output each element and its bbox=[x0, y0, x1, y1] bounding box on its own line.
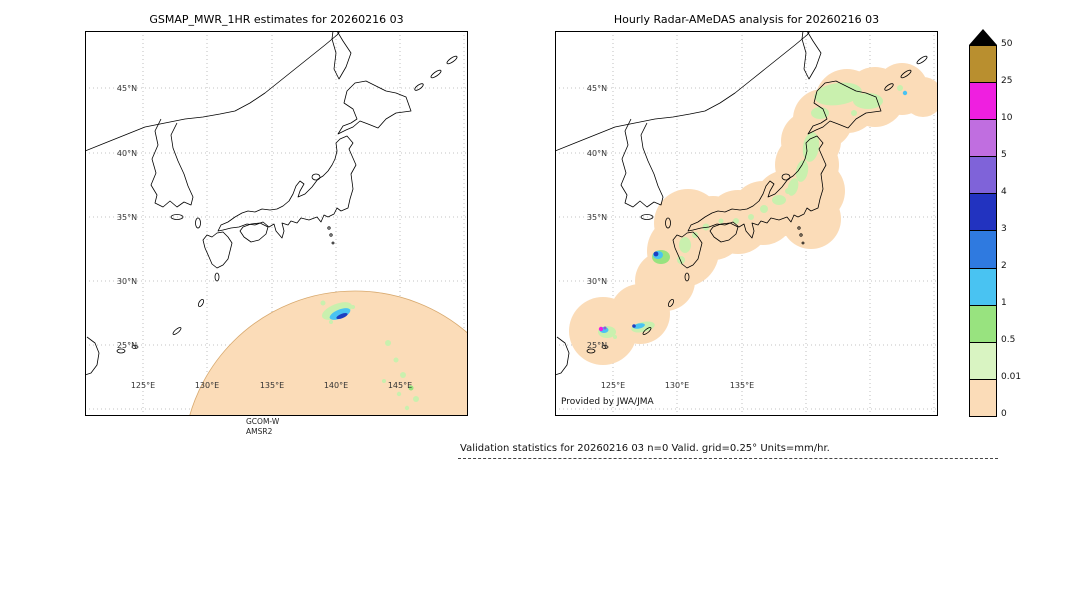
colorbar-tick-label: 0.01 bbox=[1001, 372, 1022, 382]
precip-cell bbox=[189, 290, 468, 416]
colorbar-tick-label: 25 bbox=[1001, 76, 1013, 86]
precip-cell bbox=[677, 256, 685, 264]
radar-panel-border bbox=[555, 31, 938, 416]
colorbar-tick-label: 10 bbox=[1001, 113, 1013, 123]
footer-dashed-line bbox=[458, 458, 998, 459]
colorbar-cell bbox=[970, 193, 996, 231]
gsmap-panel-title: GSMAP_MWR_1HR estimates for 20260216 03 bbox=[149, 13, 404, 26]
gsmap-caption-line1: GCOM-W bbox=[246, 417, 280, 426]
radar-source-note: Provided by JWA/JMA bbox=[561, 397, 654, 407]
colorbar-cell bbox=[970, 304, 996, 342]
colorbar bbox=[969, 45, 997, 417]
precip-cell bbox=[692, 232, 698, 238]
colorbar-tick-label: 50 bbox=[1001, 39, 1013, 49]
lon-tick-label: 145°E bbox=[388, 381, 412, 390]
precip-cell bbox=[351, 305, 355, 309]
radar-panel-title: Hourly Radar-AMeDAS analysis for 2026021… bbox=[613, 13, 880, 26]
gsmap-caption: GCOM-W AMSR2 bbox=[246, 417, 279, 437]
precip-cell bbox=[897, 85, 903, 91]
precip-cell bbox=[903, 77, 938, 117]
precip-cell bbox=[598, 326, 604, 332]
colorbar-tick-label: 2 bbox=[1001, 261, 1007, 271]
colorbar-tick-label: 0.5 bbox=[1001, 335, 1016, 345]
precip-cell bbox=[413, 396, 419, 402]
precip-cell bbox=[613, 335, 617, 339]
lon-tick-label: 125°E bbox=[131, 381, 155, 390]
precip-cell bbox=[400, 372, 406, 378]
colorbar-cell bbox=[970, 378, 996, 416]
precip-cell bbox=[408, 385, 414, 391]
lon-tick-label: 135°E bbox=[730, 381, 754, 390]
precip-cell bbox=[853, 93, 883, 109]
lat-tick-label: 25°N bbox=[117, 341, 137, 350]
lat-tick-label: 45°N bbox=[587, 84, 607, 93]
precip-cell bbox=[633, 323, 645, 329]
precip-cell bbox=[320, 300, 326, 306]
gsmap-lat-tick-labels: 45°N 40°N 35°N 30°N 25°N bbox=[117, 84, 137, 350]
gsmap-map: 45°N 40°N 35°N 30°N 25°N 125°E 130°E 135… bbox=[85, 31, 468, 416]
gsmap-gridlines bbox=[85, 31, 468, 416]
gsmap-caption-line2: AMSR2 bbox=[246, 427, 273, 436]
gsmap-lon-tick-labels: 125°E 130°E 135°E 140°E 145°E bbox=[131, 381, 412, 390]
lat-tick-label: 30°N bbox=[117, 277, 137, 286]
lat-tick-label: 35°N bbox=[587, 213, 607, 222]
colorbar-tick-label: 0 bbox=[1001, 409, 1007, 419]
colorbar-cell bbox=[970, 341, 996, 379]
lon-tick-label: 130°E bbox=[665, 381, 689, 390]
precip-cell bbox=[760, 205, 768, 213]
precip-cell bbox=[653, 251, 659, 257]
radar-map: 45°N 40°N 35°N 30°N 25°N 125°E 130°E 135… bbox=[555, 31, 938, 416]
colorbar-overflow-triangle bbox=[969, 29, 997, 45]
lat-tick-label: 30°N bbox=[587, 277, 607, 286]
precip-cell bbox=[851, 110, 857, 116]
colorbar-cell bbox=[970, 267, 996, 305]
lat-tick-label: 45°N bbox=[117, 84, 137, 93]
radar-lon-tick-labels: 125°E 130°E 135°E bbox=[601, 381, 754, 390]
precip-cell bbox=[396, 391, 402, 397]
precip-cell bbox=[632, 324, 636, 328]
colorbar-cell bbox=[970, 46, 996, 83]
gsmap-panel-border bbox=[85, 31, 468, 416]
precip-cell bbox=[811, 107, 829, 119]
colorbar-tick-label: 5 bbox=[1001, 150, 1007, 160]
colorbar-cell bbox=[970, 82, 996, 120]
gsmap-precip-layer bbox=[189, 290, 468, 416]
colorbar-cell bbox=[970, 119, 996, 157]
precip-cell bbox=[795, 160, 809, 182]
colorbar-cell bbox=[970, 156, 996, 194]
radar-precip-layer bbox=[569, 63, 938, 365]
precip-cell bbox=[748, 214, 754, 220]
lon-tick-label: 125°E bbox=[601, 381, 625, 390]
lat-tick-label: 40°N bbox=[117, 149, 137, 158]
validation-stats-text: Validation statistics for 20260216 03 n=… bbox=[460, 443, 830, 454]
precip-cell bbox=[785, 188, 791, 194]
colorbar-tick-label: 3 bbox=[1001, 224, 1007, 234]
precip-cell bbox=[679, 237, 691, 253]
precip-cell bbox=[733, 218, 739, 224]
lat-tick-label: 35°N bbox=[117, 213, 137, 222]
precip-cell bbox=[329, 320, 333, 324]
precip-cell bbox=[382, 379, 386, 383]
precip-cell bbox=[718, 218, 724, 224]
precip-cell bbox=[802, 132, 820, 162]
precip-cell bbox=[772, 195, 786, 205]
precip-cell bbox=[393, 357, 399, 363]
lon-tick-label: 130°E bbox=[195, 381, 219, 390]
lat-tick-label: 40°N bbox=[587, 149, 607, 158]
precip-cell bbox=[336, 312, 348, 320]
colorbar-cell bbox=[970, 230, 996, 268]
precip-cell bbox=[902, 90, 908, 96]
lon-tick-label: 135°E bbox=[260, 381, 284, 390]
lat-tick-label: 25°N bbox=[587, 341, 607, 350]
colorbar-tick-label: 1 bbox=[1001, 298, 1007, 308]
precip-cell bbox=[404, 405, 410, 411]
precip-cell bbox=[385, 340, 391, 346]
precip-cell bbox=[329, 308, 351, 320]
colorbar-tick-label: 4 bbox=[1001, 187, 1007, 197]
precip-cell bbox=[603, 326, 607, 330]
lon-tick-label: 140°E bbox=[324, 381, 348, 390]
radar-lat-tick-labels: 45°N 40°N 35°N 30°N 25°N bbox=[587, 84, 607, 350]
